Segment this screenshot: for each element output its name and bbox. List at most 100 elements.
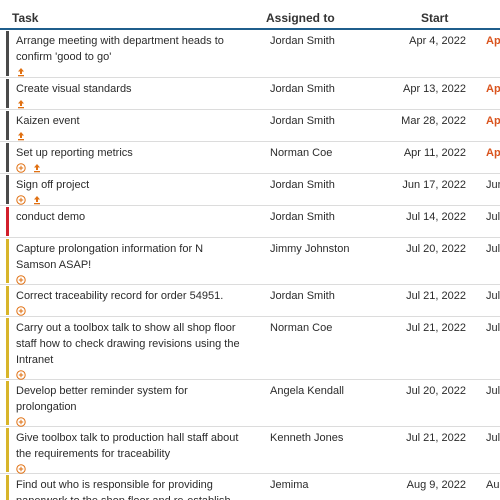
- due-date: Jul: [486, 385, 500, 397]
- start-date: Jul 20, 2022: [406, 243, 466, 255]
- upload-icon[interactable]: [16, 131, 26, 141]
- start-date: Apr 13, 2022: [403, 83, 466, 95]
- table-row[interactable]: Kaizen event Jordan Smith Mar 28, 2022 Apr: [0, 110, 500, 142]
- task-cell: Capture prolongation information for N Sa…: [16, 241, 256, 287]
- due-date: Jul: [486, 243, 500, 255]
- due-date: Jul: [486, 211, 500, 223]
- task-icons: [16, 193, 256, 207]
- table-row[interactable]: Develop better reminder system for prolon…: [0, 380, 500, 427]
- assigned-to: Norman Coe: [270, 322, 333, 334]
- status-bar: [6, 239, 9, 283]
- start-date: Jul 21, 2022: [406, 290, 466, 302]
- due-date: Ap: [486, 35, 500, 47]
- assigned-to: Angela Kendall: [270, 385, 345, 397]
- grid-header: Task Assigned to Start: [0, 0, 500, 30]
- add-circle-icon[interactable]: [16, 306, 26, 316]
- due-date: Aug: [486, 479, 500, 491]
- status-bar: [6, 381, 9, 425]
- add-circle-icon[interactable]: [16, 464, 26, 474]
- task-cell: Sign off project: [16, 177, 256, 207]
- assigned-to: Jordan Smith: [270, 179, 335, 191]
- task-icons: [16, 97, 256, 111]
- status-bar: [6, 475, 9, 500]
- add-circle-icon[interactable]: [16, 195, 26, 205]
- task-name[interactable]: Arrange meeting with department heads to…: [16, 35, 224, 63]
- task-name[interactable]: Correct traceability record for order 54…: [16, 290, 224, 302]
- table-row[interactable]: Capture prolongation information for N Sa…: [0, 238, 500, 285]
- add-circle-icon[interactable]: [16, 163, 26, 173]
- upload-icon[interactable]: [32, 163, 42, 173]
- status-bar: [6, 286, 9, 315]
- task-name[interactable]: Develop better reminder system for prolon…: [16, 385, 188, 413]
- status-bar: [6, 111, 9, 140]
- task-name[interactable]: Carry out a toolbox talk to show all sho…: [16, 322, 240, 366]
- start-date: Jul 21, 2022: [406, 322, 466, 334]
- task-cell: Create visual standards: [16, 81, 256, 111]
- task-name[interactable]: Create visual standards: [16, 83, 132, 95]
- assigned-to: Jordan Smith: [270, 35, 335, 47]
- column-header-start[interactable]: Start: [421, 11, 449, 25]
- assigned-to: Norman Coe: [270, 147, 333, 159]
- table-row[interactable]: conduct demo Jordan Smith Jul 14, 2022 Jul: [0, 206, 500, 238]
- assigned-to: Jordan Smith: [270, 83, 335, 95]
- add-circle-icon[interactable]: [16, 275, 26, 285]
- table-row[interactable]: Create visual standards Jordan Smith Apr 1…: [0, 78, 500, 110]
- assigned-to: Jordan Smith: [270, 115, 335, 127]
- due-date: Apr: [486, 147, 500, 159]
- task-icons: [16, 304, 256, 318]
- table-row[interactable]: Give toolbox talk to production hall sta…: [0, 427, 500, 474]
- task-icons: [16, 273, 256, 287]
- assigned-to: Jemima: [270, 479, 309, 491]
- column-header-task[interactable]: Task: [12, 11, 39, 25]
- task-name[interactable]: Capture prolongation information for N Sa…: [16, 243, 204, 271]
- task-icons: [16, 415, 256, 429]
- due-date: Apr: [486, 115, 500, 127]
- task-name[interactable]: Find out who is responsible for providin…: [16, 479, 231, 500]
- due-date: Jul: [486, 432, 500, 444]
- table-row[interactable]: Correct traceability record for order 54…: [0, 285, 500, 317]
- add-circle-icon[interactable]: [16, 417, 26, 427]
- task-icons: [16, 161, 256, 175]
- task-name[interactable]: Sign off project: [16, 179, 90, 191]
- status-bar: [6, 31, 9, 76]
- status-bar: [6, 428, 9, 472]
- start-date: Mar 28, 2022: [401, 115, 466, 127]
- task-cell: conduct demo: [16, 209, 256, 225]
- task-cell: Correct traceability record for order 54…: [16, 288, 256, 318]
- task-icons: [16, 65, 256, 79]
- table-row[interactable]: Set up reporting metrics Norman Coe Apr 11…: [0, 142, 500, 174]
- upload-icon[interactable]: [16, 99, 26, 109]
- assigned-to: Jimmy Johnston: [270, 243, 350, 255]
- add-circle-icon[interactable]: [16, 370, 26, 380]
- due-date: Jul: [486, 322, 500, 334]
- start-date: Jul 21, 2022: [406, 432, 466, 444]
- column-header-assigned-to[interactable]: Assigned to: [266, 11, 335, 25]
- start-date: Jul 14, 2022: [406, 211, 466, 223]
- task-icons: [16, 129, 256, 143]
- start-date: Apr 11, 2022: [403, 147, 466, 159]
- table-row[interactable]: Sign off project Jordan Smith Jun 17, 2022…: [0, 174, 500, 206]
- status-bar: [6, 143, 9, 172]
- task-name[interactable]: Set up reporting metrics: [16, 147, 133, 159]
- task-name[interactable]: Give toolbox talk to production hall sta…: [16, 432, 239, 460]
- upload-icon[interactable]: [32, 195, 42, 205]
- due-date: Jun: [486, 179, 500, 191]
- table-row[interactable]: Arrange meeting with department heads to…: [0, 30, 500, 78]
- start-date: Jul 20, 2022: [406, 385, 466, 397]
- task-cell: Develop better reminder system for prolon…: [16, 383, 256, 429]
- task-cell: Give toolbox talk to production hall sta…: [16, 430, 256, 476]
- start-date: Aug 9, 2022: [406, 479, 466, 491]
- assigned-to: Jordan Smith: [270, 211, 335, 223]
- due-date: Apr: [486, 83, 500, 95]
- task-cell: Arrange meeting with department heads to…: [16, 33, 256, 79]
- task-name[interactable]: conduct demo: [16, 211, 86, 223]
- table-row[interactable]: Find out who is responsible for providin…: [0, 474, 500, 500]
- assigned-to: Jordan Smith: [270, 290, 335, 302]
- task-name[interactable]: Kaizen event: [16, 115, 80, 127]
- status-bar: [6, 318, 9, 378]
- upload-icon[interactable]: [16, 67, 26, 77]
- assigned-to: Kenneth Jones: [270, 432, 344, 444]
- table-row[interactable]: Carry out a toolbox talk to show all sho…: [0, 317, 500, 380]
- task-icons: [16, 462, 256, 476]
